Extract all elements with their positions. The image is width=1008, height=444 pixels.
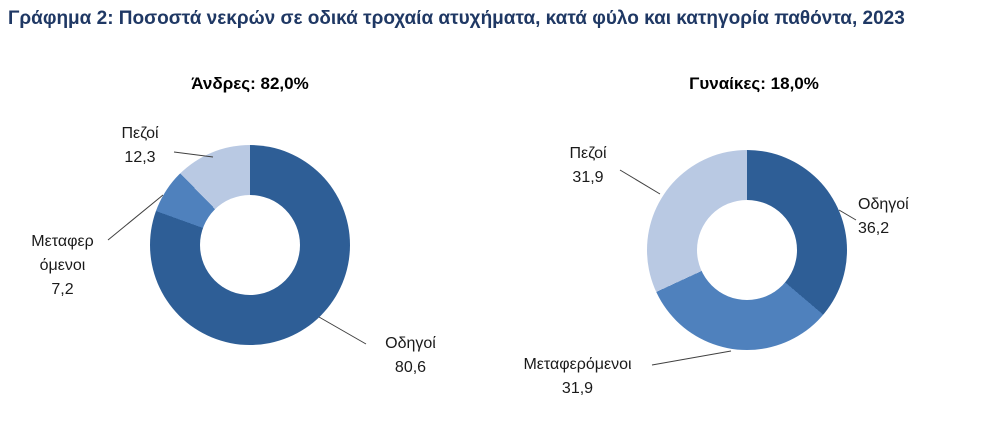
donut-chart-women (647, 150, 847, 350)
slice-label-name: Οδηγοί (858, 196, 909, 213)
slice-label-value: 80,6 (394, 359, 427, 376)
slice-label-value: 31,9 (572, 169, 604, 186)
slice-label-name: Πεζοί (569, 145, 607, 162)
donut-panel-women: Γυναίκες: 18,0% Πεζοί 31,9 Οδηγοί 36,2 Μ… (500, 60, 1008, 444)
leader-line-drivers (318, 316, 367, 345)
chart-title: Γράφημα 2: Ποσοστά νεκρών σε οδικά τροχα… (8, 8, 905, 29)
slice-label-name: όμενοι (39, 257, 86, 274)
slice-label-pedestrians: Πεζοί 31,9 (548, 142, 628, 190)
slice-label-passengers: Μεταφερ όμενοι 7,2 (15, 230, 110, 302)
panel-subtitle-men: Άνδρες: 82,0% (191, 74, 309, 93)
leader-line-passengers (651, 350, 732, 366)
slice-label-drivers: Οδηγοί 36,2 (858, 193, 953, 241)
slice-label-passengers: Μεταφερόμενοι 31,9 (500, 353, 655, 401)
donut-panel-men: Άνδρες: 82,0% Πεζοί 12,3 Μεταφερ όμενοι … (0, 60, 500, 444)
slice-label-value: 12,3 (124, 149, 156, 166)
slice-label-name: Μεταφερόμενοι (523, 356, 632, 373)
slice-label-pedestrians: Πεζοί 12,3 (100, 122, 180, 170)
slice-label-value: 7,2 (51, 281, 74, 298)
slice-label-name: Οδηγοί (385, 335, 436, 352)
donut-chart-men (150, 145, 350, 345)
slice-label-name: Πεζοί (121, 125, 159, 142)
donut-hole (697, 200, 797, 300)
slice-label-value: 31,9 (561, 380, 594, 397)
slice-label-value: 36,2 (858, 220, 890, 237)
donut-hole (200, 195, 300, 295)
slice-label-name: Μεταφερ (31, 233, 94, 250)
panel-subtitle-women: Γυναίκες: 18,0% (689, 74, 819, 93)
slice-label-drivers: Οδηγοί 80,6 (368, 332, 453, 380)
